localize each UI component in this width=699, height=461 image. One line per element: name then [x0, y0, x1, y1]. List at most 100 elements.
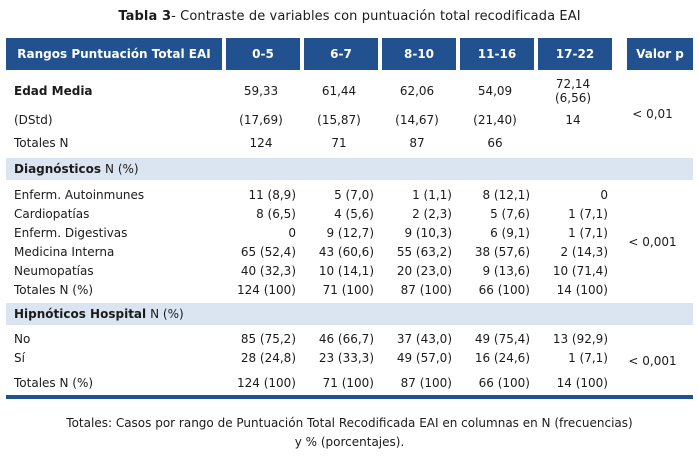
row-label: Totales N: [14, 136, 69, 150]
row-label: Neumopatías: [14, 263, 94, 278]
cell-value: 124: [249, 136, 273, 150]
cell-value: 62,06: [399, 84, 435, 98]
table-row: Medicina Interna 65 (52,4) 43 (60,6) 55 …: [6, 242, 693, 261]
cell-value: 61,44: [321, 84, 357, 98]
row-label: Sí: [14, 350, 25, 365]
cell-value: 49 (75,4): [474, 331, 530, 346]
cell-value: 11 (8,9): [248, 187, 296, 202]
cell-value: 43 (60,6): [318, 244, 374, 259]
band-title: Hipnóticos Hospital: [14, 307, 147, 321]
cell-value: 0: [288, 225, 296, 240]
cell-value: 14: [565, 113, 581, 127]
row-label: Medicina Interna: [14, 244, 115, 259]
cell-value: 54,09: [477, 84, 513, 98]
cell-value: 2 (2,3): [412, 206, 452, 221]
cell-value: 55 (63,2): [396, 244, 452, 259]
cell-value: 85 (75,2): [240, 331, 296, 346]
table-title: Tabla 3- Contraste de variables con punt…: [0, 0, 699, 24]
cell-value: 72,14 (6,56): [554, 77, 592, 105]
cell-value: 1 (1,1): [412, 187, 452, 202]
cell-value: 13 (92,9): [552, 331, 608, 346]
cell-value: 8 (12,1): [482, 187, 530, 202]
cell-value: 59,33: [243, 84, 279, 98]
cell-value: 38 (57,6): [474, 244, 530, 259]
table-row: Sí 28 (24,8) 23 (33,3) 49 (57,0) 16 (24,…: [6, 348, 693, 367]
table-footnote: Totales: Casos por rango de Puntuación T…: [0, 414, 699, 452]
table-row: Enferm. Digestivas 0 9 (12,7) 9 (10,3) 6…: [6, 223, 693, 242]
header-cell-label: Rangos Puntuación Total EAI: [6, 38, 222, 70]
header-cell-range-17-22: 17-22: [538, 38, 612, 70]
cell-value: 1 (7,1): [568, 350, 608, 365]
table-row: Cardiopatías 8 (6,5) 4 (5,6) 2 (2,3) 5 (…: [6, 204, 693, 223]
data-table: Rangos Puntuación Total EAI 0-5 6-7 8-10…: [6, 38, 693, 399]
cell-value: 9 (12,7): [326, 225, 374, 240]
cell-value: 14 (100): [556, 282, 608, 297]
cell-value: 28 (24,8): [240, 350, 296, 365]
cell-value: 65 (52,4): [240, 244, 296, 259]
row-label: Totales N (%): [14, 282, 94, 297]
cell-value: 49 (57,0): [396, 350, 452, 365]
section-edad-media: Edad Media 59,33 61,44 62,06 54,09 72,14…: [6, 74, 693, 154]
section-band-diagnosticos: Diagnósticos N (%): [6, 158, 693, 180]
row-label: Edad Media: [14, 84, 93, 98]
section-band-hipnoticos: Hipnóticos Hospital N (%): [6, 303, 693, 325]
cell-value: 1 (7,1): [568, 225, 608, 240]
cell-value: 71 (100): [322, 375, 374, 390]
cell-value: (17,69): [239, 113, 283, 127]
header-cell-pvalue: Valor p: [627, 38, 693, 70]
cell-value: 87: [409, 136, 425, 150]
cell-value: 23 (33,3): [318, 350, 374, 365]
table-row: Edad Media 59,33 61,44 62,06 54,09 72,14…: [6, 74, 693, 108]
table-header-row: Rangos Puntuación Total EAI 0-5 6-7 8-10…: [6, 38, 693, 70]
cell-value: 10 (71,4): [552, 263, 608, 278]
cell-value: (14,67): [395, 113, 439, 127]
table-bottom-border: [6, 395, 693, 399]
cell-value: 1 (7,1): [568, 206, 608, 221]
row-label: Enferm. Digestivas: [14, 225, 128, 240]
footnote-line-2: y % (porcentajes).: [294, 435, 405, 449]
cell-value: 71: [331, 136, 347, 150]
header-cell-range-6-7: 6-7: [304, 38, 378, 70]
pvalue-edad-media: < 0,01: [632, 107, 673, 121]
header-cell-range-11-16: 11-16: [460, 38, 534, 70]
row-label: Cardiopatías: [14, 206, 90, 221]
row-label: Enferm. Autoinmunes: [14, 187, 145, 202]
table-row: Enferm. Autoinmunes 11 (8,9) 5 (7,0) 1 (…: [6, 185, 693, 204]
cell-value: 5 (7,6): [490, 206, 530, 221]
table-row: Totales N (%) 124 (100) 71 (100) 87 (100…: [6, 373, 693, 392]
cell-value: 6 (9,1): [490, 225, 530, 240]
cell-value: 4 (5,6): [334, 206, 374, 221]
cell-value: 0: [600, 187, 608, 202]
cell-value: 66: [487, 136, 503, 150]
row-label: (DStd): [14, 113, 53, 127]
section-hipnoticos: No 85 (75,2) 46 (66,7) 37 (43,0) 49 (75,…: [6, 329, 693, 392]
cell-value: 9 (13,6): [482, 263, 530, 278]
band-suffix: N (%): [150, 307, 184, 321]
cell-value: 14 (100): [556, 375, 608, 390]
cell-value: 5 (7,0): [334, 187, 374, 202]
band-suffix: N (%): [105, 162, 139, 176]
pvalue-diagnosticos: < 0,001: [628, 235, 677, 249]
table-title-number: Tabla 3: [118, 9, 172, 24]
cell-value: 124 (100): [237, 282, 296, 297]
table-row: (DStd) (17,69) (15,87) (14,67) (21,40) 1…: [6, 108, 693, 132]
table-title-text: - Contraste de variables con puntuación …: [171, 9, 581, 24]
cell-value: 16 (24,6): [474, 350, 530, 365]
cell-value: 8 (6,5): [256, 206, 296, 221]
cell-value: 10 (14,1): [318, 263, 374, 278]
cell-value: 87 (100): [400, 375, 452, 390]
cell-value: 2 (14,3): [560, 244, 608, 259]
footnote-line-1: Totales: Casos por rango de Puntuación T…: [66, 416, 633, 430]
table-row: Neumopatías 40 (32,3) 10 (14,1) 20 (23,0…: [6, 261, 693, 280]
cell-value: (15,87): [317, 113, 361, 127]
cell-value: 124 (100): [237, 375, 296, 390]
cell-value: 20 (23,0): [396, 263, 452, 278]
table-row: Totales N 124 71 87 66: [6, 132, 693, 154]
cell-value: 37 (43,0): [396, 331, 452, 346]
table-row: Totales N (%) 124 (100) 71 (100) 87 (100…: [6, 280, 693, 299]
header-cell-range-8-10: 8-10: [382, 38, 456, 70]
row-label: No: [14, 331, 31, 346]
cell-value: 87 (100): [400, 282, 452, 297]
cell-value: 9 (10,3): [404, 225, 452, 240]
